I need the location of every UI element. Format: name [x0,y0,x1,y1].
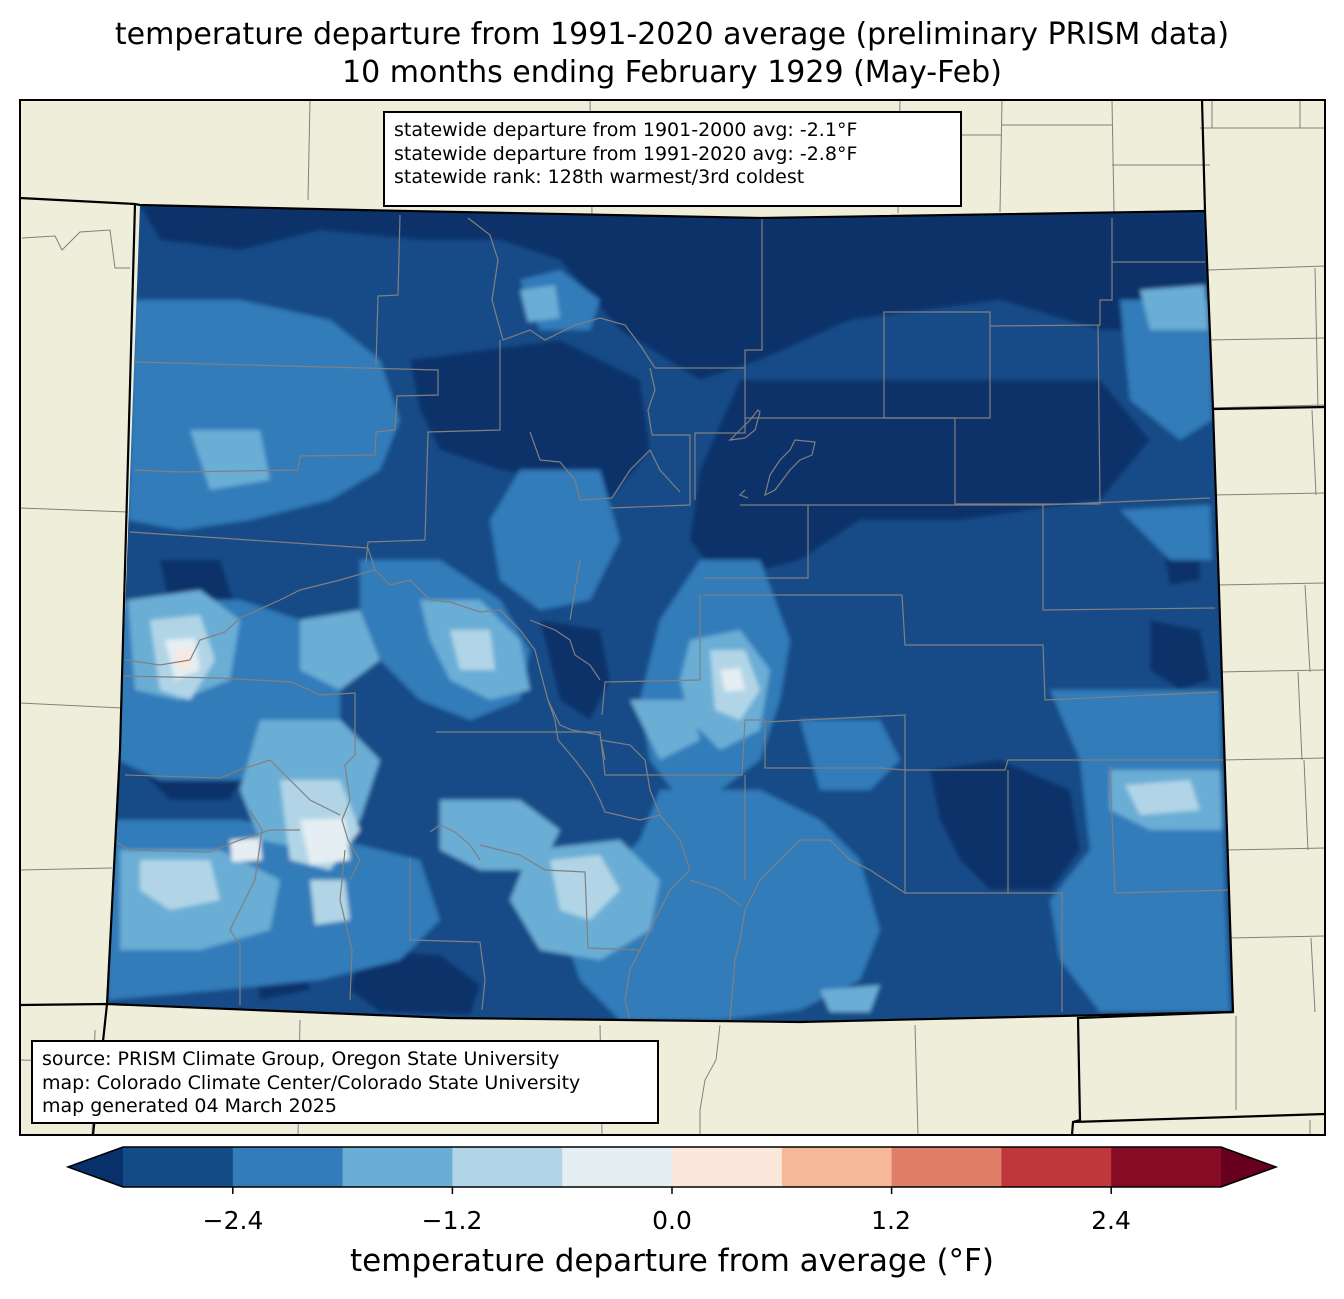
map-title-line1: temperature departure from 1991-2020 ave… [114,17,1230,52]
colorbar-tick-label: −2.4 [202,1206,264,1235]
departure-region [540,620,610,720]
source-generated-date: map generated 04 March 2025 [42,1095,337,1117]
colorbar [65,1146,1279,1194]
departure-region [230,838,262,862]
departure-region [440,800,560,870]
colorbar-tick-label: 1.2 [871,1206,911,1235]
departure-region [300,610,380,690]
departure-region [190,430,270,490]
colorbar-segment [672,1147,783,1187]
departure-region [1125,780,1200,815]
colorado-county-lines [111,214,1231,1021]
departure-region [128,300,400,530]
stats-rank: statewide rank: 128th warmest/3rd coldes… [394,166,805,188]
departure-region [140,205,1210,380]
departure-region [410,340,650,500]
departure-region [930,760,1080,890]
departure-region [176,648,192,668]
colorbar-segment [1001,1147,1112,1187]
departure-region [520,285,560,322]
departure-region [1150,620,1210,690]
map-frame [19,99,1326,1136]
departure-region [690,380,1150,580]
source-map-author: map: Colorado Climate Center/Colorado St… [42,1071,581,1094]
stats-departure-1991-2020: statewide departure from 1991-2020 avg: … [394,142,858,165]
colorbar-tick-label: −1.2 [421,1206,483,1235]
departure-region [800,720,900,790]
departure-region [300,818,350,865]
stats-departure-1901-2000: statewide departure from 1901-2000 avg: … [394,119,858,141]
colorbar-segment [562,1147,673,1187]
departure-region [490,470,620,610]
colorbar-tick-label: 2.4 [1091,1206,1131,1235]
departure-region [720,668,745,692]
colorbar-segment [232,1147,344,1187]
source-prism: source: PRISM Climate Group, Oregon Stat… [42,1048,560,1070]
colorbar-segment [781,1147,893,1187]
departure-region [1120,300,1212,440]
statewide-stats-box: statewide departure from 1901-2000 avg: … [383,111,962,207]
departure-region [140,860,220,910]
departure-region [1120,505,1212,560]
colorbar-segment [123,1147,234,1187]
departure-region [1140,285,1208,330]
colorbar-outline [65,1146,1279,1188]
departure-region [820,985,880,1012]
colorbar-segment [891,1147,1002,1187]
departure-region [350,950,480,1015]
colorbar-segment [1111,1147,1222,1187]
departure-region [630,700,700,760]
colorbar-tick-label: 0.0 [652,1206,692,1235]
departure-region [310,880,350,925]
departure-region [560,790,880,1020]
colorbar-segment [342,1147,453,1187]
colorbar-label: temperature departure from average (°F) [350,1243,994,1279]
temperature-heatmap [107,205,1233,1022]
source-box: source: PRISM Climate Group, Oregon Stat… [31,1040,659,1124]
departure-region [450,630,495,670]
colorbar-extend-low [68,1147,123,1187]
colorbar-segment [452,1147,563,1187]
colorbar-extend-high [1221,1147,1276,1187]
map-title-line2: 10 months ending February 1929 (May-Feb) [342,55,1002,90]
